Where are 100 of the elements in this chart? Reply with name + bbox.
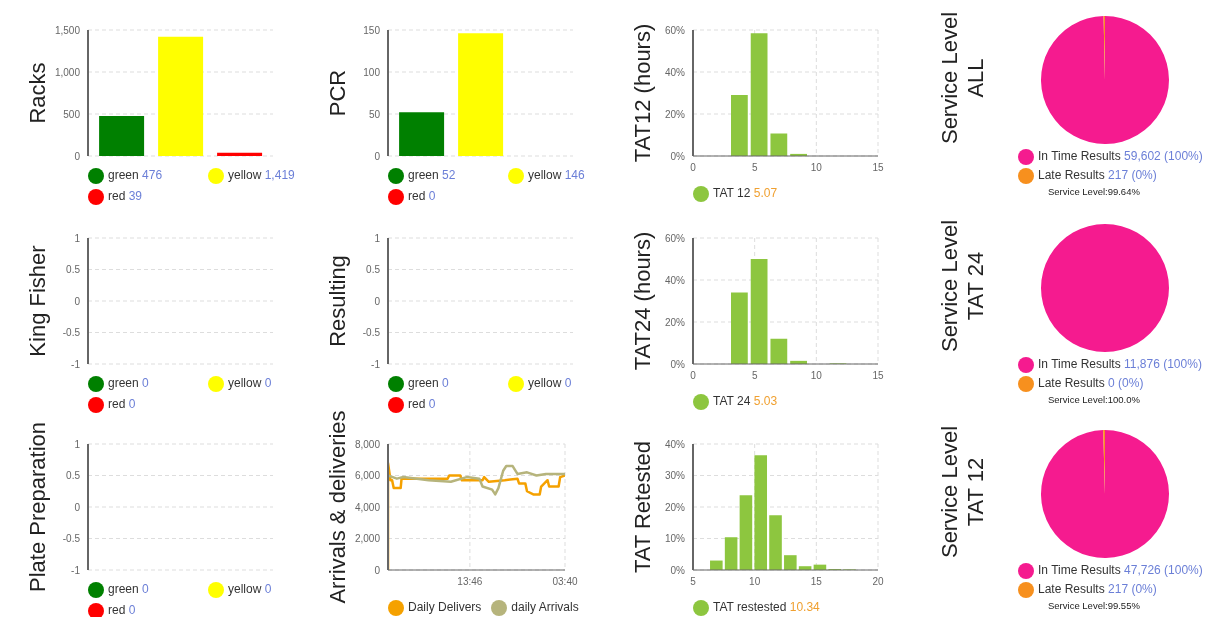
y-tick-label: -1 — [71, 358, 81, 370]
y-axis-title: Racks — [25, 62, 51, 124]
x-tick-label: 15 — [872, 370, 884, 382]
y-tick-label: 0 — [74, 295, 81, 307]
y-tick-label: 0.5 — [66, 470, 81, 482]
x-tick-label: 13:46 — [457, 576, 483, 588]
x-tick-label: 10 — [810, 162, 823, 174]
y-axis-title: PCR — [325, 69, 351, 117]
y-axis-title: Resulting — [325, 255, 351, 347]
data-label: 217 (0%) — [1107, 167, 1157, 182]
y-tick-label: 2,000 — [354, 533, 381, 545]
legend-label: In Time Results — [1038, 149, 1121, 163]
x-tick-label: 15 — [872, 162, 884, 174]
y-tick-label: 1 — [74, 438, 81, 450]
y-axis-title: King Fisher — [25, 245, 51, 357]
y-tick-label: 0.5 — [66, 264, 81, 276]
legend-label: red 0 — [408, 189, 436, 203]
text: Service Level:100.0% — [1048, 393, 1140, 406]
y-tick-label: 60% — [664, 232, 686, 244]
y-axis-title: Arrivals & deliveries — [325, 410, 351, 604]
legend-label: yellow 0 — [528, 376, 572, 390]
legend-label: red 0 — [108, 397, 136, 411]
y-tick-label: 0 — [74, 501, 81, 513]
text: Service Level TAT 12 — [937, 425, 989, 559]
legend-label: Daily Delivers — [408, 600, 482, 614]
y-tick-label: 1,500 — [54, 24, 81, 36]
x-tick-label: 15 — [810, 576, 823, 588]
y-tick-label: 40% — [664, 66, 686, 78]
y-tick-label: 6,000 — [354, 470, 381, 482]
x-tick-label: 0 — [690, 162, 697, 174]
y-tick-label: 0% — [670, 564, 686, 576]
data-label: 11,876 (100%) — [1123, 357, 1202, 371]
data-label: 217 (0%) — [1107, 581, 1157, 596]
y-tick-label: -1 — [371, 358, 381, 370]
legend-label: red 39 — [108, 189, 143, 203]
y-axis-title: TAT24 (hours) — [630, 231, 656, 371]
y-tick-label: 0 — [374, 564, 381, 576]
x-tick-label: 5 — [751, 162, 758, 174]
y-tick-label: 0 — [74, 150, 81, 162]
y-tick-label: 40% — [664, 438, 686, 450]
legend-label: In Time Results — [1038, 563, 1121, 577]
y-tick-label: 100 — [363, 66, 381, 78]
y-tick-label: -0.5 — [62, 533, 81, 545]
legend-label: daily Arrivals — [511, 600, 579, 614]
y-tick-label: 50 — [368, 108, 381, 120]
legend-label: Late Results — [1038, 375, 1105, 390]
text: 0 (0%) — [1108, 375, 1144, 390]
x-tick-label: 0 — [690, 370, 697, 382]
legend-label: In Time Results — [1038, 357, 1121, 371]
data-label: 59,602 (100%) — [1123, 149, 1203, 163]
text: Service Level TAT 24 — [937, 219, 989, 353]
legend-label: yellow 1,419 — [228, 168, 295, 182]
text: 10.34 — [788, 600, 820, 614]
y-axis-title: TAT12 (hours) — [630, 23, 656, 163]
y-tick-label: 1 — [374, 232, 381, 244]
y-tick-label: 20% — [664, 501, 686, 513]
legend-label: green 0 — [408, 376, 449, 390]
y-tick-label: 10% — [664, 533, 686, 545]
x-tick-label: 10 — [810, 370, 823, 382]
y-tick-label: 30% — [664, 470, 686, 482]
legend-label: yellow 0 — [228, 582, 272, 596]
text: Service Level:99.64% — [1048, 185, 1140, 198]
legend-label: Late Results — [1038, 581, 1105, 596]
legend-label: yellow 146 — [528, 168, 585, 182]
y-tick-label: 20% — [664, 108, 686, 120]
y-tick-label: 4,000 — [354, 501, 381, 513]
y-tick-label: 150 — [363, 24, 381, 36]
legend-label: TAT 12 — [713, 186, 751, 200]
data-label: 47,726 (100%) — [1123, 563, 1203, 577]
y-tick-label: 500 — [63, 108, 81, 120]
y-tick-label: -1 — [71, 564, 81, 576]
y-axis-title: Plate Preparation — [25, 422, 51, 592]
text: Service Level:99.55% — [1048, 599, 1140, 612]
legend-label: green 0 — [108, 582, 149, 596]
y-tick-label: 0% — [670, 150, 686, 162]
legend-label: red 0 — [408, 397, 436, 411]
legend-label: TAT 24 — [713, 394, 751, 408]
y-tick-label: 60% — [664, 24, 686, 36]
text: 5.07 — [752, 186, 778, 200]
legend-label: red 0 — [108, 603, 136, 617]
x-tick-label: 5 — [751, 370, 758, 382]
x-tick-label: 10 — [749, 576, 761, 588]
y-tick-label: -0.5 — [362, 327, 381, 339]
x-tick-label: 5 — [690, 576, 697, 588]
legend-label: TAT restested — [713, 600, 787, 614]
y-tick-label: 8,000 — [354, 438, 381, 450]
y-tick-label: 0 — [374, 295, 381, 307]
y-tick-label: 1,000 — [54, 66, 81, 78]
y-tick-label: -0.5 — [62, 327, 81, 339]
y-tick-label: 0 — [374, 150, 381, 162]
legend-label: yellow 0 — [228, 376, 272, 390]
y-tick-label: 0% — [670, 358, 686, 370]
legend-label: green 476 — [108, 168, 163, 182]
y-tick-label: 20% — [664, 316, 686, 328]
x-tick-label: 03:40 — [552, 576, 578, 588]
legend-label: Late Results — [1038, 167, 1105, 182]
legend-label: green 0 — [108, 376, 149, 390]
text: Service Level ALL — [937, 11, 989, 145]
x-tick-label: 20 — [872, 576, 884, 588]
y-tick-label: 40% — [664, 274, 686, 286]
